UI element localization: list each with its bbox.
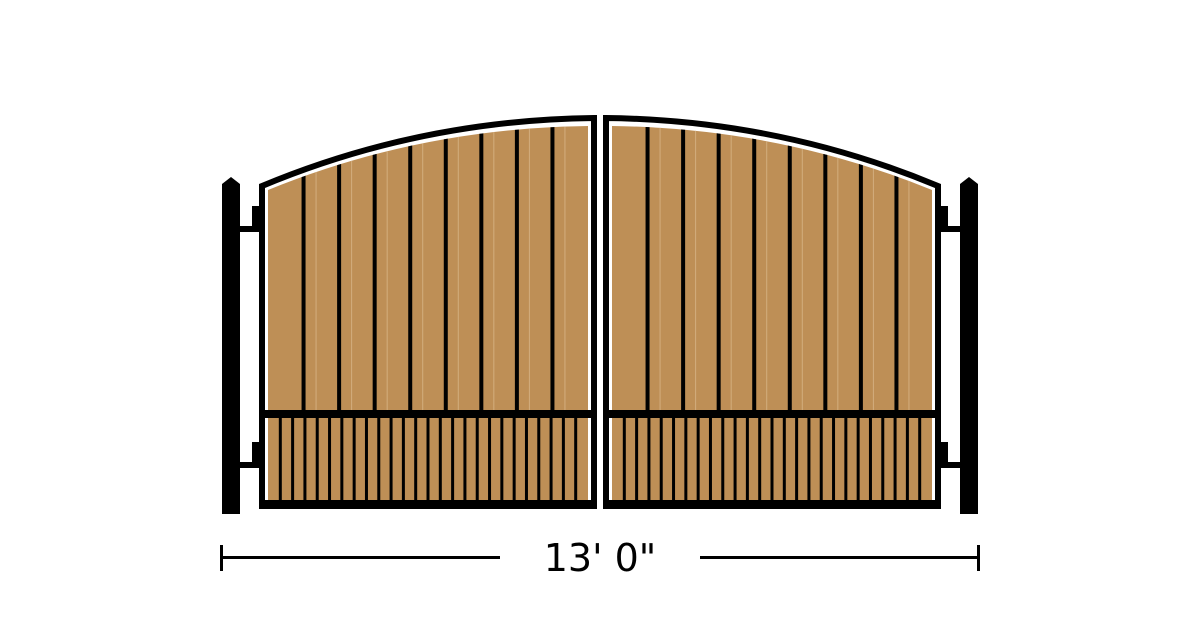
left-hinges: [240, 206, 262, 468]
gate-picket: [733, 418, 737, 502]
gate-picket: [807, 418, 811, 502]
wood-grain: [564, 126, 566, 410]
gate-picket: [414, 418, 418, 502]
gate-picket: [315, 418, 319, 502]
gate-picket: [278, 418, 282, 502]
gate-picket: [443, 126, 448, 410]
right-gate-leaf: [603, 114, 941, 509]
dimension-line: [220, 545, 980, 571]
wood-grain: [528, 126, 530, 410]
gate-picket: [337, 126, 342, 410]
gate-picket: [684, 418, 688, 502]
wood-grain: [730, 126, 732, 410]
wood-grain: [422, 126, 424, 410]
gate-picket: [377, 418, 381, 502]
gate-picket: [918, 418, 922, 502]
wood-grain: [766, 126, 768, 410]
gate-picket: [301, 126, 306, 410]
gate-picket: [770, 418, 774, 502]
gate-picket: [438, 418, 442, 502]
gate-picket: [721, 418, 725, 502]
wood-grain: [908, 126, 910, 410]
gate-picket: [645, 126, 650, 410]
gate-picket: [364, 418, 368, 502]
gate-picket: [659, 418, 663, 502]
gate-picket: [819, 418, 823, 502]
gate-picket: [426, 418, 430, 502]
gate-picket: [893, 418, 897, 502]
gate-picket: [328, 418, 332, 502]
right-post: [960, 177, 978, 514]
gate-picket: [512, 418, 516, 502]
gate-picket: [549, 418, 553, 502]
gate-picket: [681, 126, 686, 410]
gate-picket: [475, 418, 479, 502]
gate-picket: [758, 418, 762, 502]
gate-picket: [795, 418, 799, 502]
gate-picket: [401, 418, 405, 502]
gate-picket: [372, 126, 377, 410]
gate-picket: [647, 418, 651, 502]
gate-picket: [752, 126, 757, 410]
wood-grain: [659, 126, 661, 410]
gate-picket: [782, 418, 786, 502]
gate-picket: [303, 418, 307, 502]
gate-picket: [291, 418, 295, 502]
gate-width-label: 13' 0": [500, 528, 700, 588]
gate-picket: [858, 126, 863, 410]
gate-picket: [716, 126, 721, 410]
left-gate-leaf: [259, 114, 597, 509]
gate-picket: [561, 418, 565, 502]
gate-picket: [463, 418, 467, 502]
left-post: [222, 177, 240, 514]
gate-picket: [745, 418, 749, 502]
wood-grain: [351, 126, 353, 410]
gate-picket: [451, 418, 455, 502]
gate-picket: [844, 418, 848, 502]
wood-grain: [315, 126, 317, 410]
gate-picket: [550, 126, 555, 410]
gate-picket: [408, 126, 413, 410]
gate-picket: [672, 418, 676, 502]
gate-picket: [823, 126, 828, 410]
wood-grain: [837, 126, 839, 410]
gate-picket: [514, 126, 519, 410]
gate-picket: [352, 418, 356, 502]
wood-grain: [386, 126, 388, 410]
gate-picket: [894, 126, 899, 410]
wood-grain: [457, 126, 459, 410]
gate-picket: [856, 418, 860, 502]
gate-picket: [787, 126, 792, 410]
gate-picket: [868, 418, 872, 502]
gate-picket: [389, 418, 393, 502]
wood-grain: [695, 126, 697, 410]
gate-picket: [537, 418, 541, 502]
gate-picket: [696, 418, 700, 502]
gate-picket: [500, 418, 504, 502]
wood-grain: [872, 126, 874, 410]
gate-picket: [574, 418, 578, 502]
gate-picket: [832, 418, 836, 502]
gate-picket: [881, 418, 885, 502]
gate-picket: [488, 418, 492, 502]
wood-grain: [801, 126, 803, 410]
wood-grain: [493, 126, 495, 410]
gate-picket: [340, 418, 344, 502]
gate-picket: [524, 418, 528, 502]
gate-picket: [635, 418, 639, 502]
right-hinges: [938, 206, 960, 468]
gate-picket: [479, 126, 484, 410]
gate-picket: [622, 418, 626, 502]
gate-picket: [905, 418, 909, 502]
gate-picket: [708, 418, 712, 502]
